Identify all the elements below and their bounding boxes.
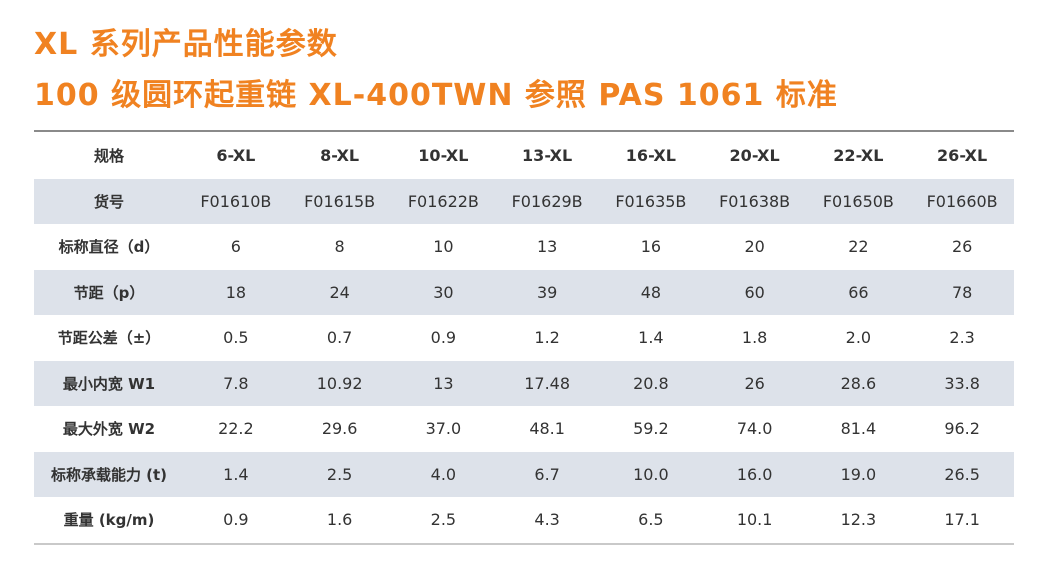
table-cell: F01650B	[822, 191, 894, 211]
table-cell: 2.5	[430, 510, 457, 530]
table-cell: 22.2	[218, 419, 254, 439]
table-cell: F01615B	[304, 191, 376, 211]
table-row-weight: 重量 (kg/m) 0.9 1.6 2.5 4.3 6.5 10.1 12.3 …	[34, 497, 1014, 543]
table-cell: 78	[951, 282, 973, 302]
product-subtitle: 100 级圆环起重链 XL-400TWN 参照 PAS 1061 标准	[34, 78, 838, 113]
row-label: 最小内宽 W1	[62, 374, 156, 393]
row-label: 节距公差（±）	[57, 329, 161, 348]
spec-cell: 10-XL	[418, 146, 469, 166]
table-row-rated-load: 标称承载能力 (t) 1.4 2.5 4.0 6.7 10.0 16.0 19.…	[34, 451, 1014, 497]
table-cell: 37.0	[425, 419, 462, 439]
table-cell: 0.7	[326, 328, 353, 348]
table-cell: 10.0	[633, 464, 669, 484]
table-cell: F01660B	[926, 191, 998, 211]
row-label: 节距（p）	[73, 283, 145, 302]
table-cell: 39	[536, 282, 558, 302]
table-cell: 30	[433, 282, 454, 302]
table-row-nominal-diameter: 标称直径（d） 6 8 10 13 16 20 22 26	[34, 224, 1014, 270]
table-header-row: 规格 6-XL 8-XL 10-XL 13-XL 16-XL 20-XL 22-…	[34, 133, 1014, 179]
table-cell: 13	[536, 237, 558, 257]
table-cell: 0.9	[430, 328, 457, 348]
table-cell: 20	[744, 237, 765, 257]
table-cell: 0.5	[223, 328, 249, 348]
table-cell: F01638B	[719, 191, 791, 211]
table-cell: 1.2	[534, 328, 560, 348]
row-label: 重量 (kg/m)	[63, 511, 155, 530]
table-row-pitch: 节距（p） 18 24 30 39 48 60 66 78	[34, 269, 1014, 315]
table-cell: 2.5	[326, 464, 353, 484]
spec-cell: 22-XL	[833, 146, 884, 166]
series-title: XL 系列产品性能参数	[34, 27, 338, 62]
spec-cell: 13-XL	[522, 146, 573, 166]
table-cell: 96.2	[944, 419, 980, 439]
table-cell: F01610B	[200, 191, 272, 211]
table-cell: 28.6	[840, 373, 877, 393]
table-cell: 29.6	[321, 419, 358, 439]
table-cell: 81.4	[840, 419, 877, 439]
table-cell: 22	[848, 237, 869, 257]
table-cell: 19.0	[840, 464, 877, 484]
table-row-min-inner-width: 最小内宽 W1 7.8 10.92 13 17.48 20.8 26 28.6 …	[34, 360, 1014, 406]
table-cell: 10	[433, 237, 454, 257]
table-cell: F01622B	[407, 191, 479, 211]
spec-cell: 8-XL	[320, 146, 360, 166]
table-cell: 12.3	[840, 510, 877, 530]
spec-table: 规格 6-XL 8-XL 10-XL 13-XL 16-XL 20-XL 22-…	[34, 133, 1014, 543]
table-cell: 24	[329, 282, 350, 302]
table-cell: 4.3	[534, 510, 560, 530]
spec-cell: 6-XL	[216, 146, 256, 166]
table-cell: 2.3	[949, 328, 975, 348]
table-row-max-outer-width: 最大外宽 W2 22.2 29.6 37.0 48.1 59.2 74.0 81…	[34, 406, 1014, 452]
table-cell: 66	[848, 282, 869, 302]
spec-cell: 20-XL	[729, 146, 780, 166]
table-top-rule	[34, 130, 1014, 132]
table-cell: 8	[334, 237, 345, 257]
table-cell: 16	[640, 237, 662, 257]
table-cell: 17.48	[524, 373, 571, 393]
spec-label: 规格	[93, 147, 124, 166]
table-cell: 33.8	[944, 373, 980, 393]
table-bottom-rule	[34, 543, 1014, 545]
row-label: 标称直径（d）	[58, 238, 160, 257]
table-cell: 1.8	[741, 328, 768, 348]
table-cell: 16.0	[736, 464, 773, 484]
table-cell: 26	[744, 373, 765, 393]
table-cell: 26	[951, 237, 973, 257]
table-cell: 60	[744, 282, 765, 302]
table-cell: F01635B	[615, 191, 687, 211]
table-cell: 2.0	[845, 328, 872, 348]
table-cell: 48.1	[529, 419, 565, 439]
table-cell: 74.0	[736, 419, 773, 439]
table-cell: 1.4	[638, 328, 664, 348]
table-row-part-number: 货号 F01610B F01615B F01622B F01629B F0163…	[34, 178, 1014, 224]
table-cell: 6	[230, 237, 241, 257]
row-label: 标称承载能力 (t)	[50, 465, 168, 484]
table-cell: 0.9	[223, 510, 249, 530]
table-cell: 59.2	[633, 419, 669, 439]
row-label: 货号	[93, 192, 124, 211]
table-cell: 20.8	[633, 373, 669, 393]
table-cell: F01629B	[511, 191, 583, 211]
table-cell: 26.5	[944, 464, 980, 484]
table-cell: 1.6	[326, 510, 353, 530]
table-cell: 10.1	[736, 510, 773, 530]
table-cell: 6.5	[638, 510, 664, 530]
table-cell: 48	[640, 282, 662, 302]
table-cell: 13	[433, 373, 454, 393]
table-cell: 10.92	[316, 373, 363, 393]
row-label: 最大外宽 W2	[62, 420, 156, 439]
table-cell: 1.4	[223, 464, 249, 484]
spec-cell: 26-XL	[937, 146, 988, 166]
table-cell: 18	[225, 282, 247, 302]
table-cell: 4.0	[430, 464, 457, 484]
spec-cell: 16-XL	[625, 146, 676, 166]
table-cell: 7.8	[223, 373, 249, 393]
table-cell: 17.1	[944, 510, 980, 530]
table-cell: 6.7	[534, 464, 560, 484]
table-row-pitch-tolerance: 节距公差（±） 0.5 0.7 0.9 1.2 1.4 1.8 2.0 2.3	[34, 315, 1014, 361]
